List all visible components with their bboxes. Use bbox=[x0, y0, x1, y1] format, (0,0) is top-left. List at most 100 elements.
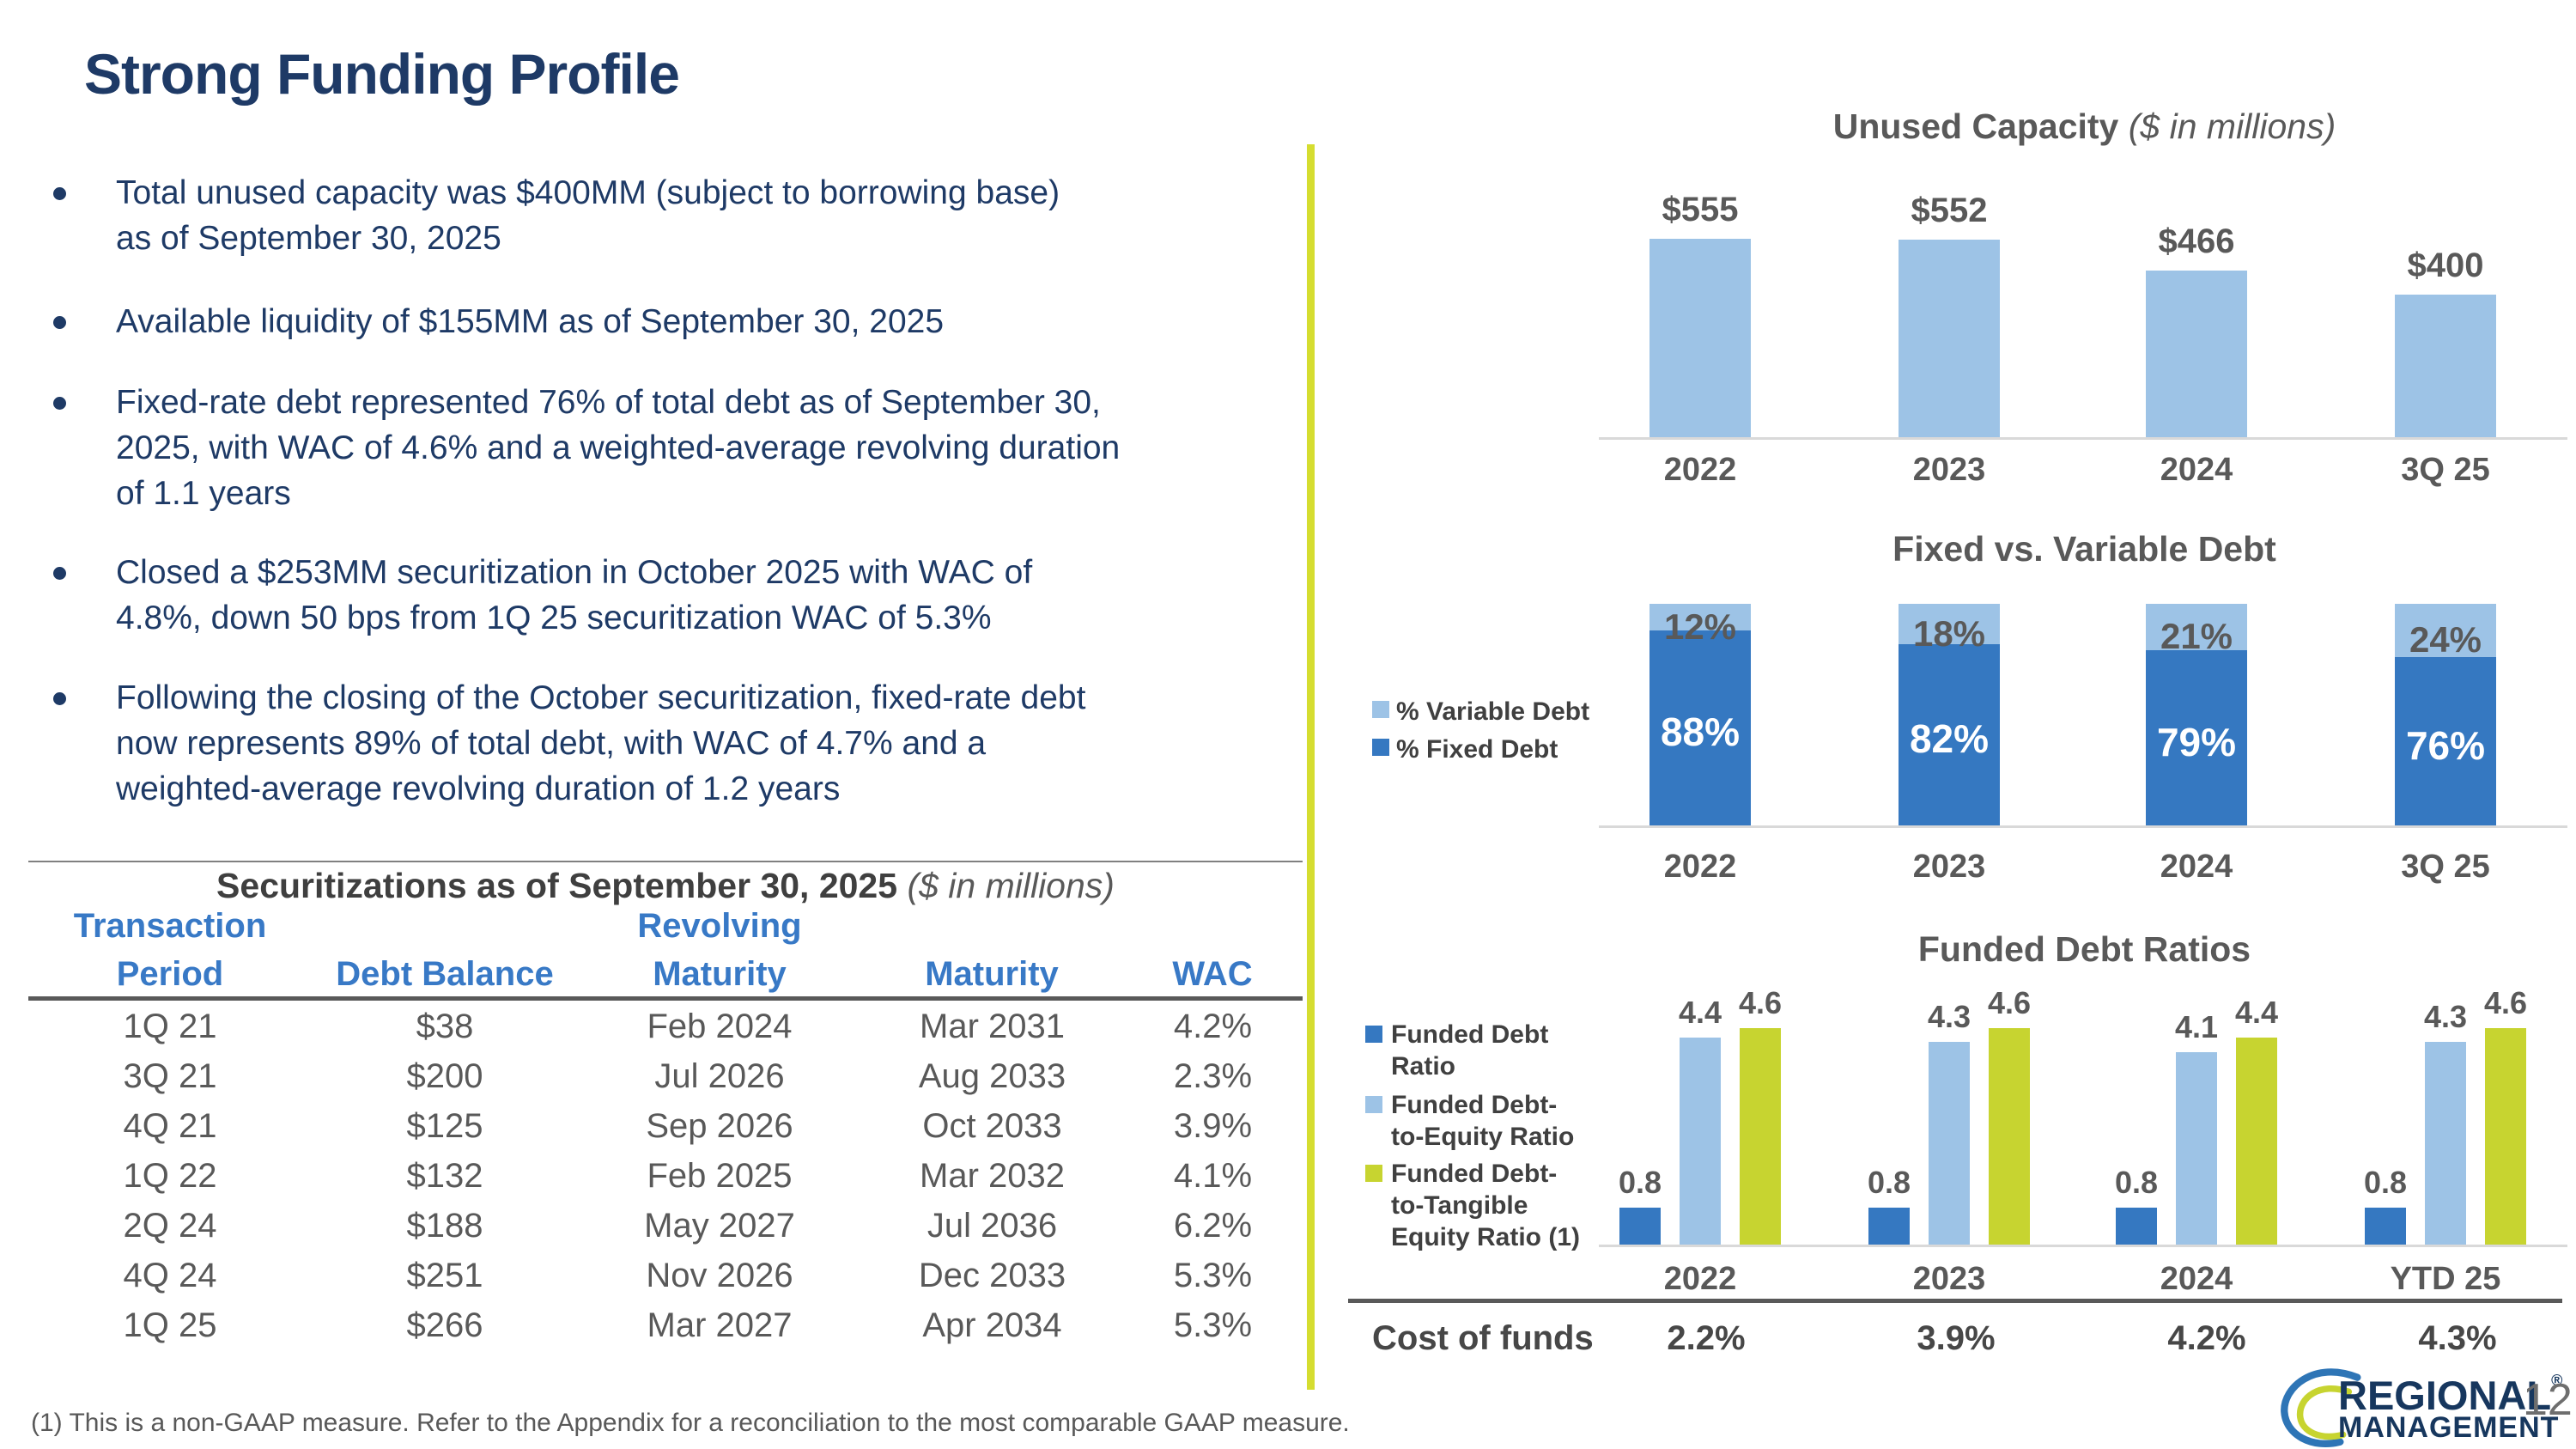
securitizations-table-body: 1Q 21 $38 Feb 2024 Mar 2031 4.2% 3Q 21 $200 Jul… bbox=[28, 1002, 1303, 1350]
table-cell-maturity: Aug 2033 bbox=[918, 1057, 1066, 1095]
bar-fixed-debt-2024 bbox=[2146, 650, 2247, 826]
x-axis-label: 3Q 25 bbox=[2401, 849, 2490, 885]
fixed-variable-chart-title: Fixed vs. Variable Debt bbox=[1893, 529, 2276, 569]
x-axis-label: 2024 bbox=[2160, 452, 2233, 488]
bar-value-label: 4.4 bbox=[2234, 995, 2279, 1030]
table-row: 1Q 22 $132 Feb 2025 Mar 2032 4.1% bbox=[28, 1151, 1303, 1201]
table-header-wac: WAC bbox=[1172, 955, 1253, 993]
legend-swatch bbox=[1372, 701, 1389, 718]
bullet-text: Closed a $253MM securitization in Octobe… bbox=[116, 550, 1032, 641]
bar-value-label: 0.8 bbox=[2114, 1165, 2159, 1200]
table-row: 1Q 21 $38 Feb 2024 Mar 2031 4.2% bbox=[28, 1002, 1303, 1051]
table-header-revolving: Revolving bbox=[637, 907, 802, 945]
bar-YTD 25-series-1 bbox=[2425, 1042, 2466, 1245]
table-cell-revolving_maturity: Feb 2024 bbox=[647, 1008, 793, 1045]
table-cell-revolving_maturity: Nov 2026 bbox=[646, 1257, 793, 1294]
page-number: 12 bbox=[2523, 1375, 2573, 1425]
bullet-line: Following the closing of the October sec… bbox=[116, 679, 1086, 716]
bar-variable-debt-2023 bbox=[1899, 604, 2000, 644]
bullet-text: Following the closing of the October sec… bbox=[116, 675, 1085, 812]
table-cell-period: 1Q 21 bbox=[123, 1008, 217, 1045]
table-row: 4Q 21 $125 Sep 2026 Oct 2033 3.9% bbox=[28, 1101, 1303, 1151]
bullet-line: as of September 30, 2025 bbox=[116, 220, 501, 257]
table-cell-revolving_maturity: May 2027 bbox=[644, 1207, 795, 1245]
bar-value-label: 4.3 bbox=[1927, 999, 1971, 1034]
table-cell-maturity: Mar 2031 bbox=[920, 1008, 1065, 1045]
legend-label: Funded Debt-to-Equity Ratio bbox=[1391, 1089, 1614, 1153]
table-cell-debt_balance: $251 bbox=[406, 1257, 483, 1294]
x-axis-label: 2023 bbox=[1912, 1261, 1986, 1297]
logo-registered-mark: ® bbox=[2551, 1372, 2563, 1389]
table-top-rule bbox=[28, 861, 1303, 862]
legend-swatch bbox=[1365, 1026, 1382, 1043]
table-cell-maturity: Apr 2034 bbox=[922, 1306, 1062, 1344]
list-item: Fixed-rate debt represented 76% of total… bbox=[53, 380, 1255, 516]
bar-unused-capacity-2023 bbox=[1899, 240, 2000, 438]
legend-label-line: Ratio bbox=[1391, 1052, 1455, 1081]
table-header-debt-balance: Debt Balance bbox=[336, 955, 554, 993]
bullet-line: of 1.1 years bbox=[116, 475, 291, 512]
table-cell-wac: 5.3% bbox=[1173, 1306, 1253, 1344]
table-title-main: Securitizations as of September 30, 2025 bbox=[216, 866, 898, 905]
bar-2022-series-1 bbox=[1680, 1038, 1721, 1245]
bar-2023-series-1 bbox=[1929, 1042, 1970, 1245]
bar-value-label: $552 bbox=[1911, 192, 1988, 229]
fixed-percent-label: 76% bbox=[2405, 723, 2486, 768]
bullet-line: Closed a $253MM securitization in Octobe… bbox=[116, 554, 1033, 591]
bullet-line: now represents 89% of total debt, with W… bbox=[116, 725, 987, 762]
table-cell-revolving_maturity: Feb 2025 bbox=[647, 1157, 793, 1195]
table-cell-period: 4Q 21 bbox=[123, 1107, 217, 1145]
bar-2024-series-0 bbox=[2116, 1208, 2157, 1245]
legend-label-line: Funded Debt- bbox=[1391, 1160, 1558, 1188]
legend-swatch bbox=[1365, 1096, 1382, 1113]
list-item: Available liquidity of $155MM as of Sept… bbox=[53, 299, 1255, 344]
bar-variable-debt-3Q 25 bbox=[2395, 604, 2496, 657]
logo-management-text: MANAGEMENT bbox=[2338, 1411, 2560, 1444]
table-cell-period: 1Q 25 bbox=[123, 1306, 217, 1344]
bullet-line: Total unused capacity was $400MM (subjec… bbox=[116, 174, 1060, 211]
bar-value-label: 4.3 bbox=[2423, 999, 2468, 1034]
variable-percent-label: 24% bbox=[2409, 619, 2482, 660]
table-header-rule bbox=[28, 996, 1303, 1001]
bar-fixed-debt-2022 bbox=[1649, 630, 1751, 826]
legend-label-line: to-Equity Ratio bbox=[1391, 1123, 1575, 1151]
table-row: 2Q 24 $188 May 2027 Jul 2036 6.2% bbox=[28, 1201, 1303, 1251]
table-cell-maturity: Dec 2033 bbox=[918, 1257, 1066, 1294]
bar-value-label: 0.8 bbox=[1618, 1165, 1662, 1200]
vertical-divider bbox=[1307, 144, 1315, 1390]
table-title-units: ($ in millions) bbox=[897, 866, 1115, 905]
fixed-percent-label: 82% bbox=[1909, 716, 1990, 761]
bar-unused-capacity-3Q 25 bbox=[2395, 295, 2496, 438]
legend-label: % Variable Debt bbox=[1396, 697, 1590, 726]
variable-percent-label: 18% bbox=[1912, 613, 1986, 654]
funded-debt-ratios-chart-title: Funded Debt Ratios bbox=[1917, 929, 2251, 969]
page-title: Strong Funding Profile bbox=[84, 42, 680, 106]
bar-unused-capacity-2024 bbox=[2146, 271, 2247, 438]
variable-percent-label: 12% bbox=[1663, 606, 1737, 647]
legend-label-line: Equity Ratio (1) bbox=[1391, 1223, 1581, 1251]
unused-capacity-axis bbox=[1599, 437, 2567, 440]
bar-2022-series-2 bbox=[1740, 1028, 1781, 1245]
table-cell-wac: 3.9% bbox=[1173, 1107, 1253, 1145]
bar-2024-series-1 bbox=[2176, 1052, 2217, 1245]
bullet-line: 4.8%, down 50 bps from 1Q 25 securitizat… bbox=[116, 600, 992, 636]
table-cell-wac: 2.3% bbox=[1173, 1057, 1253, 1095]
legend-label-line: to-Tangible bbox=[1391, 1191, 1528, 1220]
table-row: 1Q 25 $266 Mar 2027 Apr 2034 5.3% bbox=[28, 1300, 1303, 1350]
x-axis-label: 2022 bbox=[1663, 849, 1737, 885]
bullet-line: Fixed-rate debt represented 76% of total… bbox=[116, 384, 1101, 421]
table-cell-wac: 4.2% bbox=[1173, 1008, 1253, 1045]
x-axis-label: 2024 bbox=[2160, 1261, 2233, 1297]
table-cell-debt_balance: $38 bbox=[416, 1008, 474, 1045]
list-item: Following the closing of the October sec… bbox=[53, 675, 1255, 812]
fixed-percent-label: 79% bbox=[2156, 720, 2237, 764]
table-cell-period: 1Q 22 bbox=[123, 1157, 217, 1195]
x-axis-label: 2022 bbox=[1663, 1261, 1737, 1297]
fixed-variable-axis bbox=[1599, 825, 2567, 828]
legend-label: Funded Debt Ratio bbox=[1391, 1019, 1614, 1082]
cost-of-funds-label: Cost of funds bbox=[1372, 1319, 1594, 1357]
variable-percent-label: 21% bbox=[2160, 616, 2233, 656]
bar-value-label: 4.4 bbox=[1678, 995, 1722, 1030]
legend-swatch bbox=[1372, 739, 1389, 756]
